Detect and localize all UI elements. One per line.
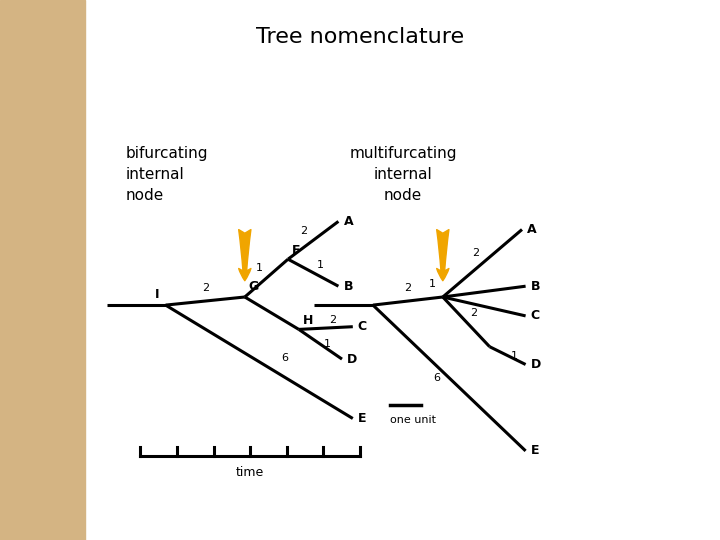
Text: I: I [156, 288, 160, 301]
Text: 6: 6 [281, 353, 288, 363]
Text: 6: 6 [433, 373, 441, 383]
Text: 2: 2 [202, 283, 209, 293]
Text: C: C [531, 309, 540, 322]
Text: D: D [347, 353, 357, 366]
Text: 2: 2 [330, 315, 336, 325]
Text: E: E [531, 444, 539, 457]
Text: A: A [343, 215, 353, 228]
Text: C: C [358, 320, 367, 333]
Text: E: E [358, 412, 366, 425]
Text: bifurcating
internal
node: bifurcating internal node [126, 146, 209, 203]
Text: 1: 1 [317, 260, 324, 270]
Text: 2: 2 [472, 248, 479, 258]
Text: 2: 2 [300, 226, 307, 236]
Text: H: H [302, 314, 312, 327]
Text: F: F [292, 244, 300, 256]
Text: 1: 1 [256, 262, 263, 273]
Text: B: B [343, 280, 353, 293]
Text: time: time [236, 466, 264, 479]
Text: 1: 1 [511, 350, 518, 361]
Text: 2: 2 [405, 283, 411, 293]
Text: multifurcating
internal
node: multifurcating internal node [349, 146, 457, 203]
Text: 1: 1 [324, 339, 331, 349]
Text: Tree nomenclature: Tree nomenclature [256, 27, 464, 47]
Bar [0, 0, 85, 540]
Text: G: G [248, 280, 258, 293]
Text: D: D [531, 358, 541, 371]
Text: one unit: one unit [390, 415, 436, 425]
Text: B: B [531, 280, 540, 293]
Text: 1: 1 [428, 279, 436, 289]
Text: A: A [527, 223, 536, 236]
Text: 2: 2 [469, 307, 477, 318]
